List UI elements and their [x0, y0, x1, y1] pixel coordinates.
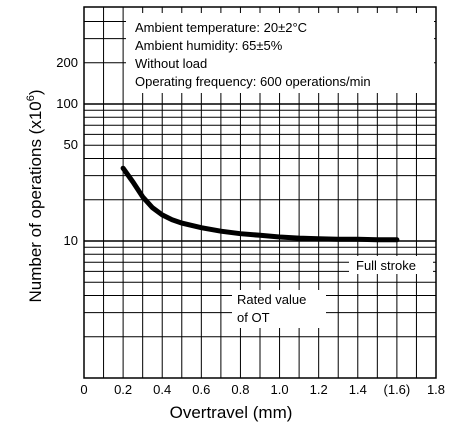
- x-tick-label: 0.8: [231, 382, 249, 397]
- x-tick-label: 0: [80, 382, 87, 397]
- conditions-background: [126, 13, 434, 93]
- y-tick-label: 50: [64, 137, 78, 152]
- y-axis-title-exponent: 6: [25, 95, 37, 101]
- x-axis-title: Overtravel (mm): [170, 403, 293, 422]
- y-tick-labels: 200 100 50 10: [56, 55, 78, 248]
- y-axis-title-close: ): [26, 89, 45, 95]
- full-stroke-label: Full stroke: [356, 258, 416, 273]
- condition-frequency: Operating frequency: 600 operations/min: [135, 74, 371, 89]
- x-tick-label: 1.2: [310, 382, 328, 397]
- x-tick-label: 0.2: [114, 382, 132, 397]
- y-axis-title-main: Number of operations (x10: [26, 101, 45, 302]
- condition-temperature: Ambient temperature: 20±2°C: [135, 20, 307, 35]
- annotation-backgrounds: [126, 13, 434, 328]
- x-tick-label: 1.4: [349, 382, 367, 397]
- x-tick-label: 1.8: [427, 382, 445, 397]
- full-stroke-background: [349, 256, 433, 274]
- x-tick-label: 0.4: [153, 382, 171, 397]
- rated-value-label-line2: of OT: [237, 310, 270, 325]
- rated-value-background: [232, 290, 326, 328]
- plot-frame: [83, 6, 437, 379]
- rated-value-label: Rated value: [237, 292, 306, 307]
- test-conditions: Ambient temperature: 20±2°C Ambient humi…: [135, 20, 371, 89]
- y-tick-label: 10: [64, 233, 78, 248]
- x-tick-label: 1.0: [271, 382, 289, 397]
- y-axis-title: Number of operations (x106): [25, 89, 45, 302]
- condition-humidity: Ambient humidity: 65±5%: [135, 38, 283, 53]
- x-tick-label: 0.6: [192, 382, 210, 397]
- y-tick-label: 200: [56, 55, 78, 70]
- x-tick-label: (1.6): [384, 382, 411, 397]
- condition-load: Without load: [135, 56, 207, 71]
- y-tick-label: 100: [56, 96, 78, 111]
- x-tick-labels: 0 0.2 0.4 0.6 0.8 1.0 1.2 1.4 (1.6) 1.8: [80, 382, 445, 397]
- operations-curve: [120, 165, 400, 243]
